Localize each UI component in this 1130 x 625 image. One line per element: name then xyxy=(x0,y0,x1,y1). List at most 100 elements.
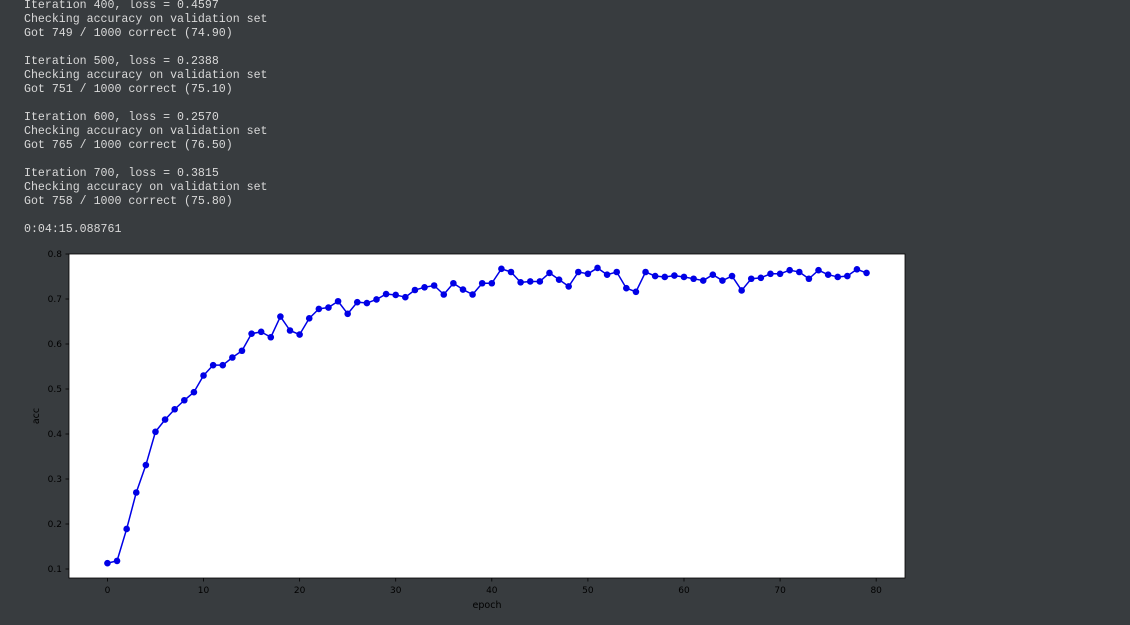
y-tick-label: 0.8 xyxy=(48,250,63,260)
data-point xyxy=(776,270,784,278)
data-point xyxy=(450,279,457,287)
x-tick-label: 10 xyxy=(198,586,210,596)
data-point xyxy=(421,284,428,291)
data-point xyxy=(498,265,505,273)
data-point xyxy=(671,272,678,279)
data-point xyxy=(738,287,745,294)
data-point xyxy=(344,310,351,318)
data-point xyxy=(757,274,765,282)
data-point xyxy=(373,296,380,303)
y-tick-label: 0.6 xyxy=(48,340,63,350)
data-point xyxy=(248,330,255,337)
x-tick-label: 40 xyxy=(486,586,498,596)
console-line: Got 765 / 1000 correct (76.50) xyxy=(24,139,233,152)
data-point xyxy=(267,333,275,341)
data-point xyxy=(651,272,659,280)
data-point xyxy=(113,557,121,565)
x-axis-label: epoch xyxy=(473,600,502,611)
data-point xyxy=(181,396,188,404)
data-point xyxy=(209,361,217,369)
x-tick-label: 80 xyxy=(870,586,882,596)
data-point xyxy=(363,299,371,307)
data-point xyxy=(767,270,774,278)
data-point xyxy=(690,275,697,283)
data-point xyxy=(392,291,400,299)
data-point xyxy=(382,290,390,298)
data-point xyxy=(123,525,130,533)
console-line: 0:04:15.088761 xyxy=(24,223,122,236)
data-point xyxy=(747,275,755,283)
console-line: Iteration 500, loss = 0.2388 xyxy=(24,55,219,68)
data-point xyxy=(402,293,409,301)
data-point xyxy=(296,331,303,338)
plot-area xyxy=(68,253,906,579)
console-line: Checking accuracy on validation set xyxy=(24,125,268,138)
console-line: Iteration 700, loss = 0.3815 xyxy=(24,167,219,180)
data-point xyxy=(411,286,419,294)
data-point xyxy=(719,277,726,284)
data-point xyxy=(459,286,467,293)
data-point xyxy=(603,271,611,279)
data-point xyxy=(142,461,150,469)
data-point xyxy=(200,372,207,379)
data-point xyxy=(613,268,621,276)
data-point xyxy=(834,273,842,281)
data-point xyxy=(574,268,582,276)
console-line: Got 758 / 1000 correct (75.80) xyxy=(24,195,233,208)
data-point xyxy=(257,328,265,336)
data-point xyxy=(546,269,553,277)
x-tick-label: 30 xyxy=(390,586,402,596)
data-point xyxy=(161,416,169,423)
data-point xyxy=(315,305,323,313)
console-line: Checking accuracy on validation set xyxy=(24,69,268,82)
data-point xyxy=(286,327,294,334)
x-tick-label: 50 xyxy=(582,586,594,596)
data-point xyxy=(353,298,361,306)
data-point xyxy=(132,489,140,496)
data-point xyxy=(623,284,630,292)
data-point xyxy=(699,277,707,284)
data-point xyxy=(805,275,813,283)
data-point xyxy=(786,266,793,274)
data-point xyxy=(680,273,688,281)
x-tick-label: 20 xyxy=(294,586,306,596)
data-point xyxy=(555,276,563,283)
series-layer xyxy=(104,264,870,567)
data-point xyxy=(478,279,486,287)
y-tick-label: 0.5 xyxy=(48,385,62,395)
y-tick-label: 0.1 xyxy=(48,565,62,575)
data-point xyxy=(238,347,246,355)
data-point xyxy=(844,272,851,280)
data-point xyxy=(305,315,313,322)
data-point xyxy=(594,264,601,272)
x-tick-label: 60 xyxy=(678,586,690,596)
data-point xyxy=(430,282,438,289)
console-line: Iteration 400, loss = 0.4597 xyxy=(24,0,219,12)
axis-ticks: 0 10 20 30 40 50 60 70 80 0.1 0.2 0.3 0.4 0.5 0.6 0.7 0.… xyxy=(48,250,883,596)
data-point xyxy=(277,313,284,320)
data-point xyxy=(104,559,111,567)
y-axis-label: acc xyxy=(31,408,42,424)
data-point xyxy=(565,283,572,290)
data-point xyxy=(815,266,822,274)
x-tick-label: 70 xyxy=(774,586,786,596)
data-point xyxy=(334,297,342,305)
data-point xyxy=(171,405,178,413)
data-point xyxy=(469,291,476,298)
data-point xyxy=(229,354,236,361)
console-line: Got 749 / 1000 correct (74.90) xyxy=(24,27,233,40)
data-point xyxy=(642,268,649,276)
data-point xyxy=(440,291,448,298)
data-point xyxy=(517,279,524,286)
y-tick-label: 0.2 xyxy=(48,520,62,530)
console-line: Got 751 / 1000 correct (75.10) xyxy=(24,83,233,96)
data-point xyxy=(824,271,832,279)
data-point xyxy=(863,269,870,277)
x-tick-label: 0 xyxy=(105,586,111,596)
data-point xyxy=(853,266,861,273)
data-point xyxy=(536,278,544,285)
console-line: Iteration 600, loss = 0.2570 xyxy=(24,111,219,124)
y-tick-label: 0.4 xyxy=(48,430,63,440)
y-tick-label: 0.3 xyxy=(48,475,62,485)
